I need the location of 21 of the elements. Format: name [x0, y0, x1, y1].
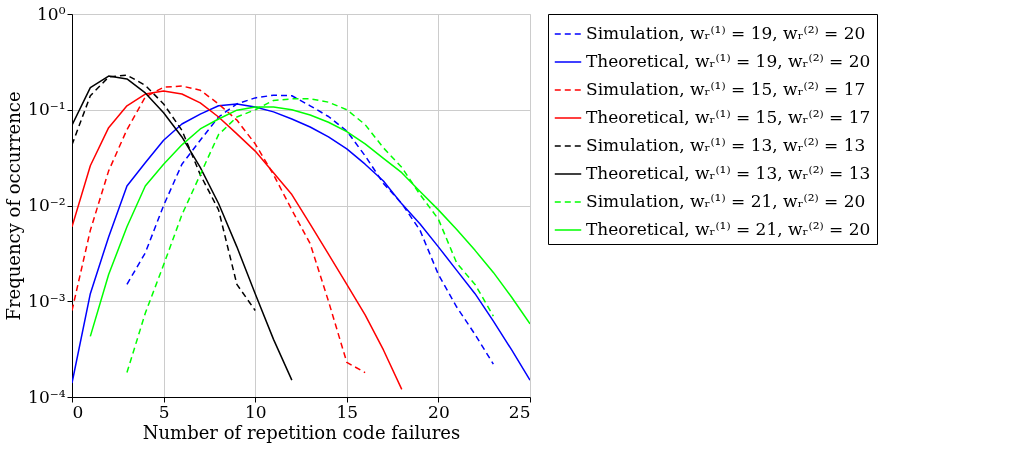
x-tick-label: 20 — [428, 401, 450, 422]
x-axis-title: Number of repetition code failures — [142, 421, 461, 443]
legend-label: Simulation, wᵣ⁽¹⁾ = 13, wᵣ⁽²⁾ = 13 — [586, 135, 866, 155]
legend-label: Simulation, wᵣ⁽¹⁾ = 21, wᵣ⁽²⁾ = 20 — [586, 191, 866, 211]
y-axis-title: Frequency of occurrence — [3, 91, 25, 321]
legend-label: Simulation, wᵣ⁽¹⁾ = 15, wᵣ⁽²⁾ = 17 — [586, 79, 866, 99]
x-tick-label: 15 — [336, 401, 359, 422]
legend-label: Theoretical, wᵣ⁽¹⁾ = 21, wᵣ⁽²⁾ = 20 — [586, 219, 871, 239]
legend-label: Simulation, wᵣ⁽¹⁾ = 19, wᵣ⁽²⁾ = 20 — [586, 23, 866, 43]
y-tick-label: 10⁻³ — [28, 290, 66, 311]
y-tick-label: 10⁻¹ — [28, 99, 66, 120]
y-tick-label: 10⁻² — [28, 195, 66, 215]
y-tick-label: 10⁻⁴ — [28, 386, 66, 407]
legend-label: Theoretical, wᵣ⁽¹⁾ = 13, wᵣ⁽²⁾ = 13 — [586, 163, 871, 183]
x-tick-label: 0 — [72, 401, 84, 422]
y-tick-label: 10⁰ — [37, 3, 66, 24]
x-tick-label: 10 — [244, 401, 267, 422]
x-tick-label: 5 — [158, 401, 170, 422]
legend-label: Theoretical, wᵣ⁽¹⁾ = 15, wᵣ⁽²⁾ = 17 — [586, 107, 871, 127]
x-tick-label: 25 — [508, 401, 531, 422]
legend-label: Theoretical, wᵣ⁽¹⁾ = 19, wᵣ⁽²⁾ = 20 — [586, 51, 871, 71]
